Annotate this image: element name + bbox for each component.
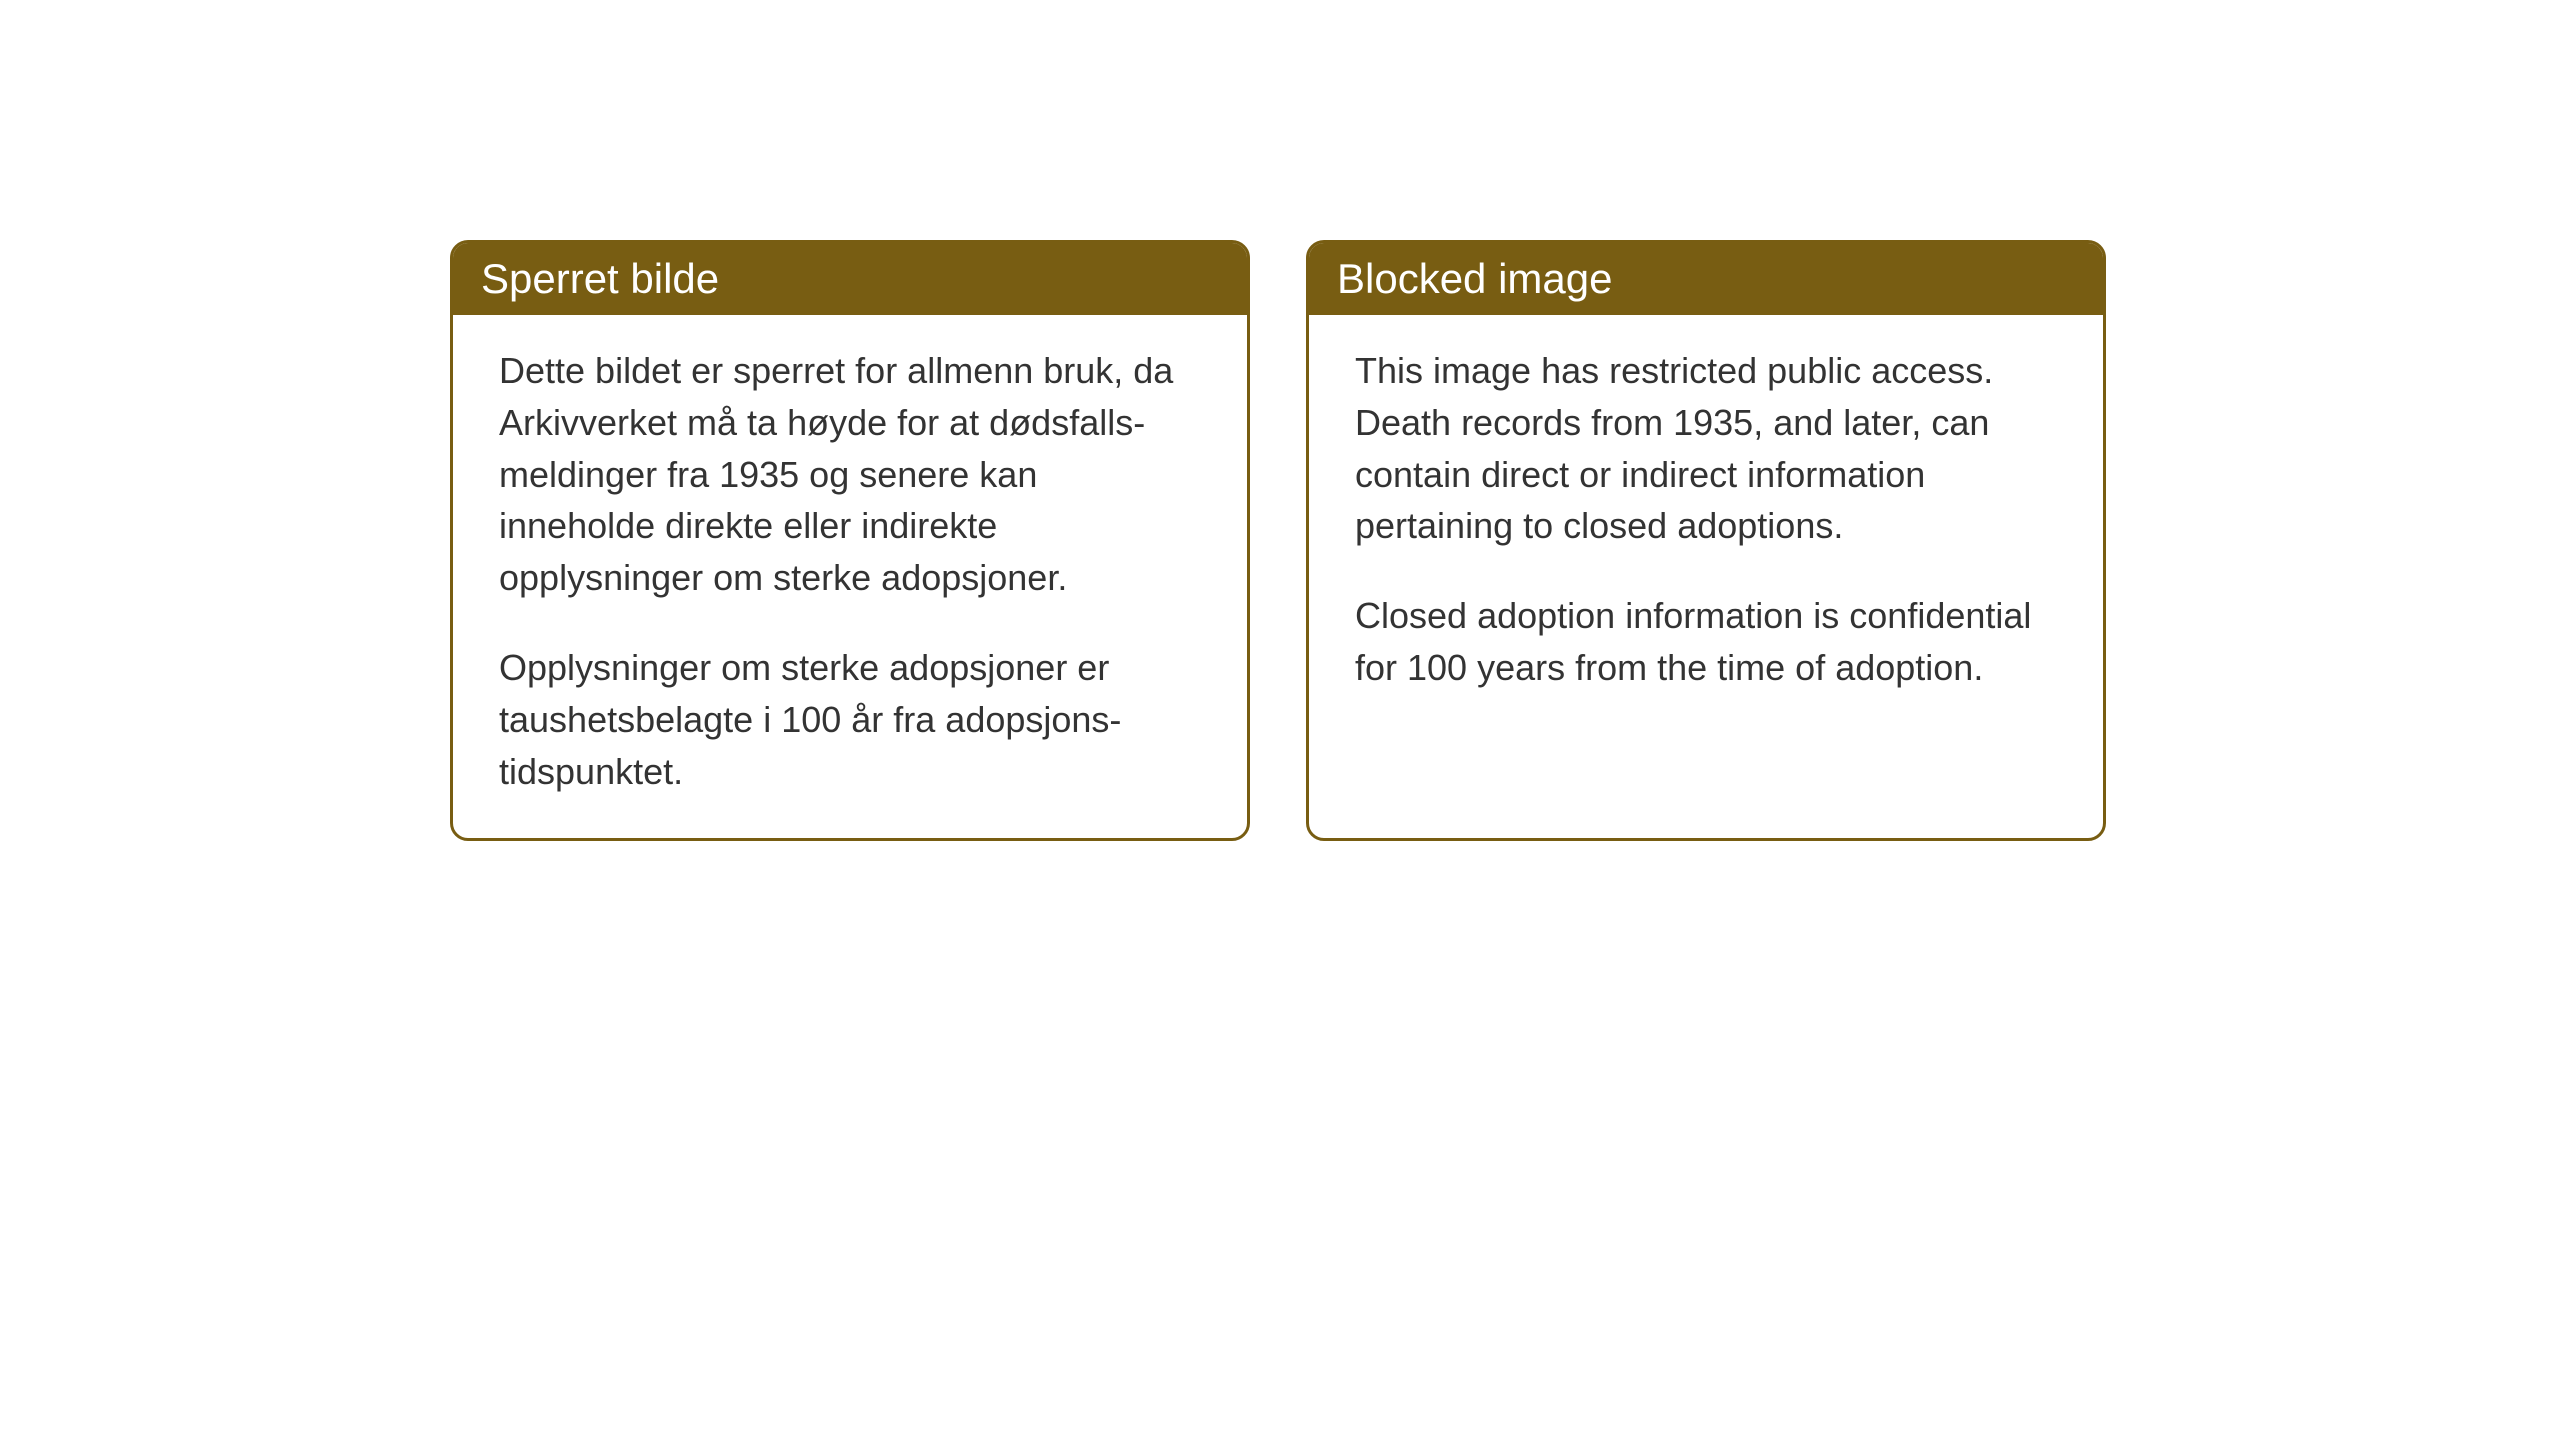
card-body-norwegian: Dette bildet er sperret for allmenn bruk… (453, 315, 1247, 838)
card-header-norwegian: Sperret bilde (453, 243, 1247, 315)
paragraph-english-2: Closed adoption information is confident… (1355, 590, 2057, 694)
card-title-english: Blocked image (1337, 255, 1612, 302)
card-header-english: Blocked image (1309, 243, 2103, 315)
paragraph-english-1: This image has restricted public access.… (1355, 345, 2057, 552)
card-title-norwegian: Sperret bilde (481, 255, 719, 302)
paragraph-norwegian-2: Opplysninger om sterke adopsjoner er tau… (499, 642, 1201, 797)
card-norwegian: Sperret bilde Dette bildet er sperret fo… (450, 240, 1250, 841)
card-english: Blocked image This image has restricted … (1306, 240, 2106, 841)
notice-container: Sperret bilde Dette bildet er sperret fo… (450, 240, 2106, 841)
card-body-english: This image has restricted public access.… (1309, 315, 2103, 734)
paragraph-norwegian-1: Dette bildet er sperret for allmenn bruk… (499, 345, 1201, 604)
